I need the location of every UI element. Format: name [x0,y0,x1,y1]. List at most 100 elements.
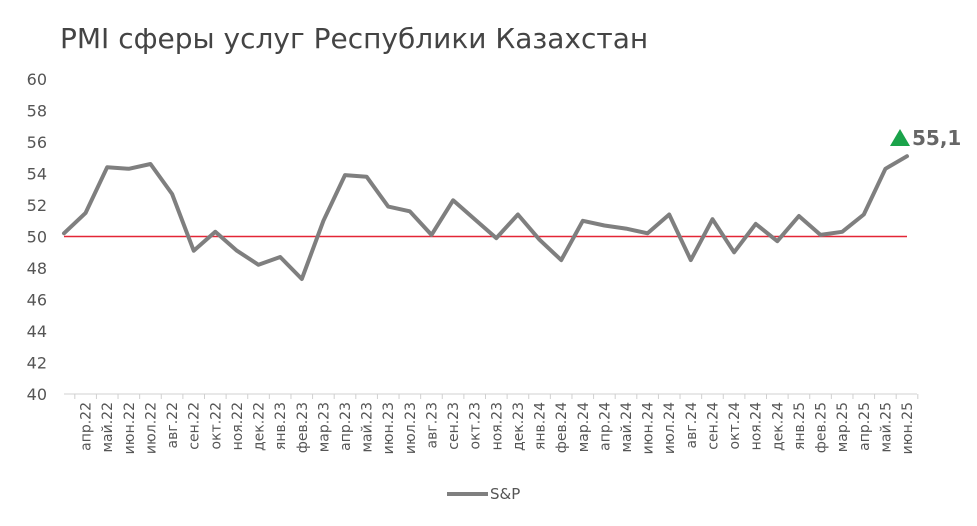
y-tick-label: 42 [27,354,47,373]
x-tick-label: янв.25 [792,402,808,450]
x-tick-label: дек.24 [770,402,786,451]
legend: S&P [447,485,520,503]
x-tick-label: мар.23 [316,402,332,452]
data-point [235,249,239,253]
data-point [62,231,66,235]
y-tick-label: 58 [27,102,47,121]
x-tick-label: ноя.22 [230,402,246,450]
y-tick-label: 52 [27,196,47,215]
data-point [797,214,801,218]
x-tick-label: май.24 [619,402,635,453]
x-tick-label: окт.24 [727,402,743,450]
data-point [257,263,261,267]
x-tick-label: апр.24 [597,402,613,451]
x-tick-label: апр.22 [79,402,95,451]
y-tick-label: 54 [27,165,47,184]
x-tick-label: окт.23 [468,402,484,449]
data-point [386,205,390,209]
x-tick-label: фев.24 [554,402,570,453]
data-point [667,212,671,216]
x-tick-label: янв.24 [533,402,549,450]
data-point [105,165,109,169]
x-tick-label: ноя.24 [749,402,765,450]
data-point [278,255,282,259]
data-point [408,209,412,213]
plot-area: 55,1 [62,126,961,281]
data-point [559,258,563,262]
x-tick-label: дек.22 [252,402,268,451]
y-tick-label: 50 [27,228,47,247]
data-point [84,211,88,215]
x-tick-label: май.23 [360,402,376,453]
x-tick-label: мар.25 [835,402,851,452]
data-point [473,217,477,221]
x-tick-label: июл.24 [662,402,678,454]
data-point [710,217,714,221]
data-point [538,238,542,242]
data-point [300,277,304,281]
x-tick-label: апр.23 [338,402,354,451]
x-tick-label: июл.22 [143,402,159,454]
chart-title: PMI сферы услуг Республики Казахстан [60,22,649,55]
data-point [213,230,217,234]
data-point [840,230,844,234]
x-tick-label: авг.22 [165,402,181,448]
y-tick-label: 60 [27,70,47,89]
x-tick-label: июн.24 [641,402,657,454]
data-point [429,233,433,237]
x-tick-label: июн.22 [122,402,138,454]
data-point [365,175,369,179]
data-point [581,219,585,223]
x-tick-label: ноя.23 [489,402,505,450]
data-point [516,212,520,216]
x-axis: апр.22 май.22 июн.22 июл.22 авг.22 сен.22 окт.… [74,394,919,454]
data-point [646,231,650,235]
data-point [819,233,823,237]
x-tick-label: сен.24 [705,402,721,450]
y-tick-label: 46 [27,291,47,310]
data-point [343,173,347,177]
x-tick-label: сен.22 [187,402,203,450]
data-point [905,154,909,158]
x-tick-label: янв.23 [273,402,289,450]
last-value-label: 55,1 [912,126,961,150]
data-point [192,249,196,253]
y-tick-label: 44 [27,322,47,341]
data-point [862,212,866,216]
x-tick-label: май.22 [100,402,116,453]
data-point [451,198,455,202]
series-line-sp [62,154,909,281]
x-tick-label: июн.23 [381,402,397,454]
x-tick-label: сен.23 [446,402,462,450]
up-triangle-icon [890,129,910,146]
x-tick-label: авг.24 [684,402,700,449]
x-tick-label: мар.24 [576,402,592,452]
y-axis: 40 42 44 46 48 50 52 54 56 58 60 [27,70,917,404]
data-point [883,167,887,171]
x-tick-label: дек.23 [511,402,527,451]
x-tick-label: фев.25 [814,402,830,453]
data-point [127,167,131,171]
data-point [732,250,736,254]
x-tick-label: апр.25 [857,402,873,451]
x-tick-label: окт.22 [208,402,224,449]
x-tick-label: май.25 [878,402,894,453]
x-tick-label: июл.23 [403,402,419,454]
data-point [775,239,779,243]
data-point [754,222,758,226]
y-tick-label: 48 [27,259,47,278]
x-tick-label: фев.23 [295,402,311,453]
y-tick-label: 40 [27,385,47,404]
data-point [170,192,174,196]
legend-label: S&P [490,485,520,503]
data-point [602,223,606,227]
data-point [689,258,693,262]
x-tick-label: авг.23 [424,402,440,448]
x-tick-label: июн.25 [900,402,916,454]
data-point [494,236,498,240]
y-tick-label: 56 [27,133,47,152]
data-point [624,227,628,231]
data-point [148,162,152,166]
data-point [321,219,325,223]
